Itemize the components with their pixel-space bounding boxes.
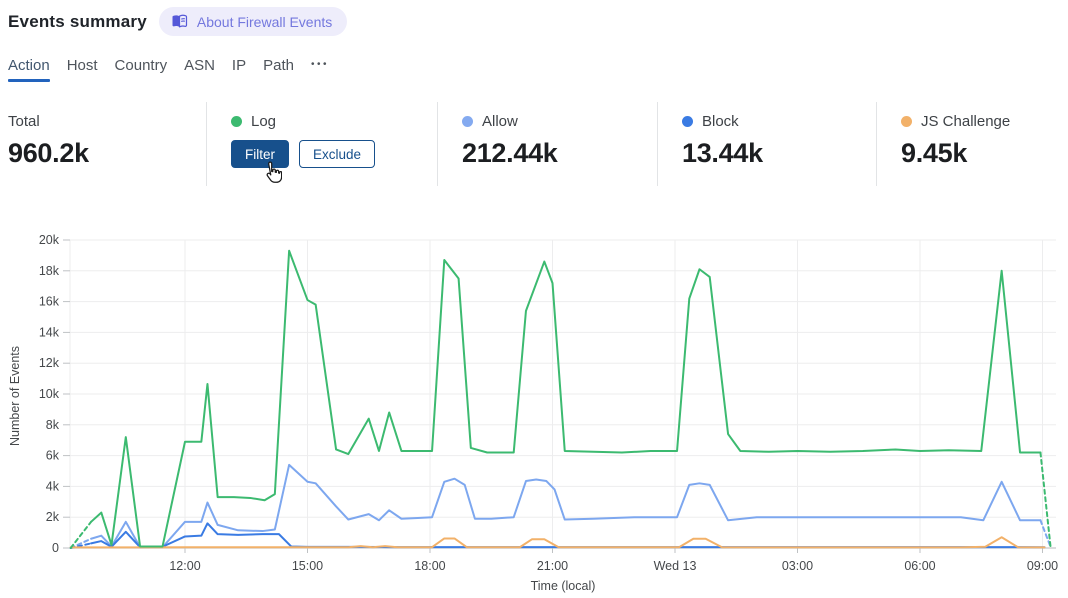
y-tick-label: 0 <box>52 541 59 555</box>
y-tick-label: 10k <box>39 387 60 401</box>
y-axis-title: Number of Events <box>8 346 22 446</box>
y-tick-label: 8k <box>46 418 60 432</box>
log-legend-dot-icon <box>231 115 242 127</box>
y-tick-label: 2k <box>46 510 60 524</box>
stat-card-block[interactable]: Block 13.44k <box>657 102 876 186</box>
exclude-button[interactable]: Exclude <box>299 140 376 168</box>
y-tick-label: 4k <box>46 479 60 493</box>
events-timeseries-chart: 12:00 15:00 18:00 21:00 Wed 13 03:00 06:00 09:0… <box>8 233 1058 593</box>
stat-label: JS Challenge <box>921 112 1011 130</box>
tab-country[interactable]: Country <box>114 57 168 74</box>
stat-card-allow[interactable]: Allow 212.44k <box>437 102 657 186</box>
tab-action[interactable]: Action <box>8 57 50 82</box>
series-line-allow <box>90 463 1042 549</box>
active-tab-underline <box>8 79 50 82</box>
series-line-allow-dashed <box>1039 519 1052 549</box>
stat-card-js-challenge[interactable]: JS Challenge 9.45k <box>876 102 1068 186</box>
stat-value: 9.45k <box>901 138 968 168</box>
series-line-log <box>90 249 1042 548</box>
y-tick-label: 18k <box>39 264 60 278</box>
y-tick-label: 14k <box>39 325 60 339</box>
x-tick-label: 03:00 <box>782 559 813 573</box>
x-tick-label: 09:00 <box>1027 559 1058 573</box>
stat-label-row: Allow <box>462 110 657 132</box>
summary-tabs: Action Host Country ASN IP Path ••• <box>8 57 329 82</box>
stat-hover-actions: Filter Exclude <box>231 140 437 168</box>
stat-value: 13.44k <box>682 138 763 168</box>
stat-value: 212.44k <box>462 138 558 168</box>
tab-host[interactable]: Host <box>66 57 98 74</box>
series-line-js-challenge <box>69 536 1046 549</box>
badge-label: About Firewall Events <box>196 13 333 30</box>
series-line-log-dashed <box>1039 451 1052 549</box>
allow-legend-dot-icon <box>462 115 473 127</box>
about-firewall-events-badge[interactable]: About Firewall Events <box>158 7 348 36</box>
x-tick-label: 21:00 <box>537 559 568 573</box>
header: Events summary About Firewall Events <box>8 7 348 36</box>
stat-label-row: Total <box>8 110 206 132</box>
book-icon <box>170 13 189 30</box>
stat-label: Log <box>251 112 277 130</box>
stat-card-log[interactable]: Log Filter Exclude <box>206 102 437 186</box>
tab-ip[interactable]: IP <box>231 57 247 74</box>
stat-card-total[interactable]: Total 960.2k <box>0 102 206 186</box>
x-tick-label: 12:00 <box>169 559 200 573</box>
tab-asn[interactable]: ASN <box>184 57 215 74</box>
stat-value: 960.2k <box>8 138 89 168</box>
y-tick-label: 12k <box>39 356 60 370</box>
y-tick-label: 6k <box>46 449 60 463</box>
stat-label-row: Block <box>682 110 876 132</box>
stat-label-row: JS Challenge <box>901 110 1068 132</box>
x-tick-label: 18:00 <box>414 559 445 573</box>
y-tick-label: 16k <box>39 295 60 309</box>
x-tick-label: Wed 13 <box>654 559 697 573</box>
page-title: Events summary <box>8 11 147 31</box>
series-line-log-dashed <box>69 520 93 549</box>
y-tick-label: 20k <box>39 233 60 247</box>
x-tick-label: 15:00 <box>292 559 323 573</box>
block-legend-dot-icon <box>682 115 693 127</box>
stat-label: Total <box>8 112 40 130</box>
series-line-block <box>90 522 1046 549</box>
stat-label-row: Log <box>231 110 437 132</box>
js-challenge-legend-dot-icon <box>901 115 912 127</box>
tabs-more-button[interactable]: ••• <box>310 59 329 70</box>
filter-button[interactable]: Filter <box>231 140 289 168</box>
x-tick-label: 06:00 <box>904 559 935 573</box>
tab-path[interactable]: Path <box>263 57 294 74</box>
stats-row: Total 960.2k Log Filter Exclude Allow 212.44k B… <box>0 102 1068 186</box>
x-axis-title: Time (local) <box>531 579 596 593</box>
stat-label: Allow <box>482 112 518 130</box>
stat-label: Block <box>702 112 739 130</box>
